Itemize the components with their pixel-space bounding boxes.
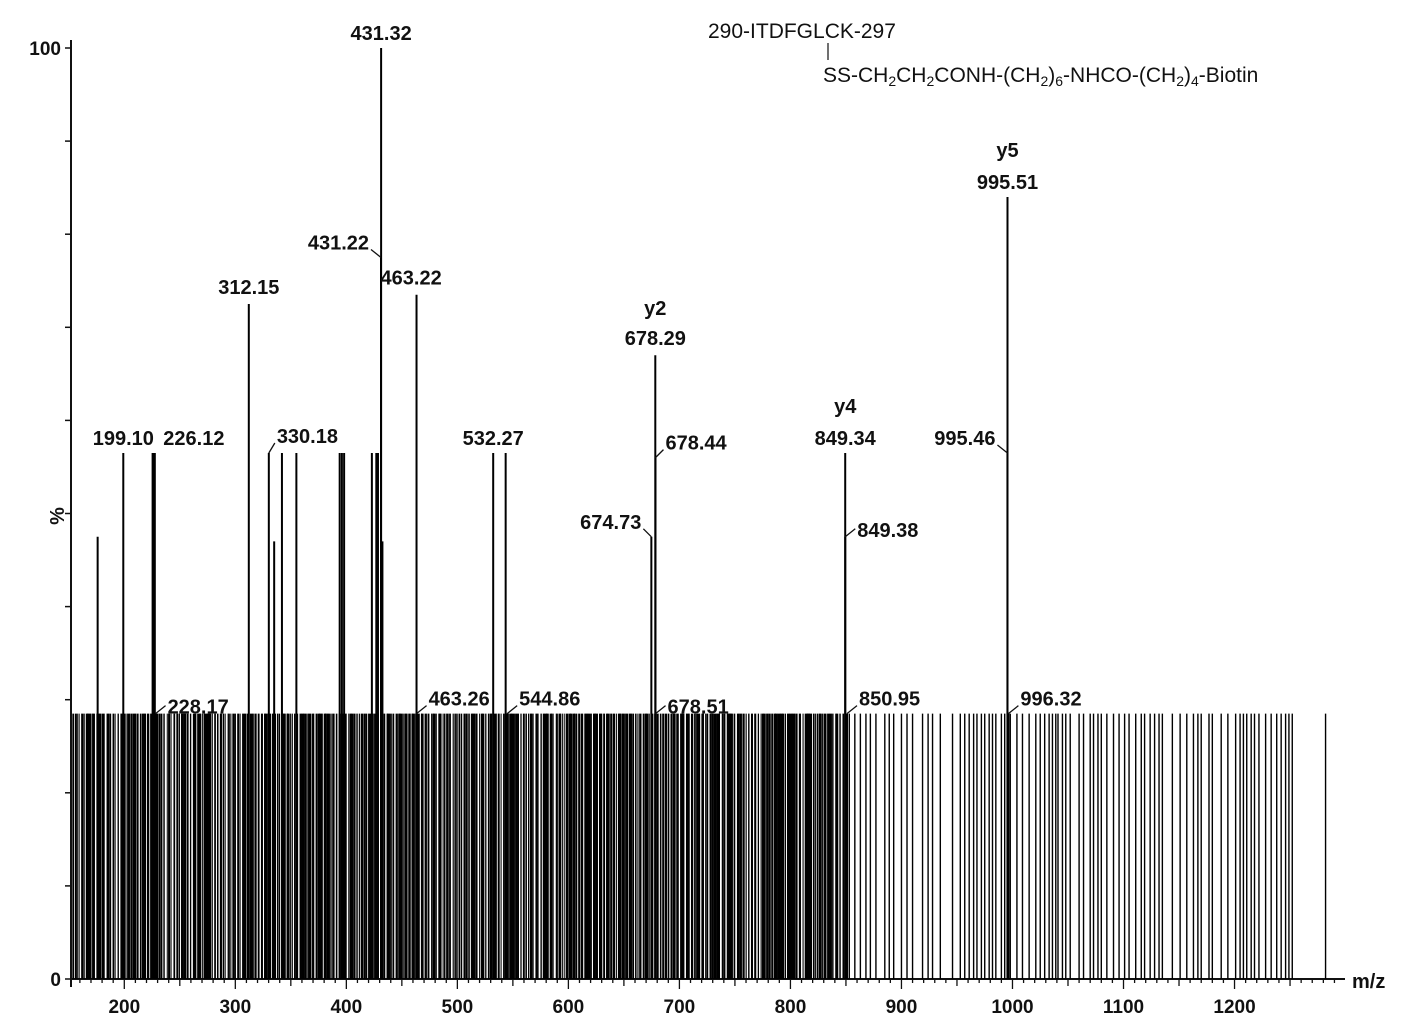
subscript: 2 <box>1176 73 1184 89</box>
baseline-peaks <box>72 713 1327 979</box>
modification-annotation: SS-CH2CH2CONH-(CH2)6-NHCO-(CH2)4-Biotin <box>823 64 1258 89</box>
ion-label: y2 <box>644 298 666 320</box>
peak-label: 463.22 <box>381 268 442 290</box>
peak-label: 532.27 <box>463 428 524 450</box>
ion-label: y4 <box>834 396 857 418</box>
subscript: 4 <box>1191 73 1199 89</box>
y-tick-label: 100 <box>29 39 61 60</box>
peak-label: 678.44 <box>665 433 727 455</box>
y-axis-label: % <box>47 507 69 525</box>
peak-label: 228.17 <box>168 697 229 719</box>
label-leader <box>1007 705 1019 715</box>
y-tick-label: 0 <box>50 970 61 991</box>
subscript: 2 <box>888 73 896 89</box>
label-leader <box>268 442 276 454</box>
label-leader <box>506 705 518 715</box>
x-tick-label: 800 <box>775 997 807 1018</box>
x-axis-label: m/z <box>1352 971 1385 993</box>
x-tick-label: 1100 <box>1103 997 1144 1018</box>
axes: 0 100 200 300 400 500 600 700 800 900 1000 1100 1200 <box>29 39 1345 1018</box>
peptide-annotation: 290-ITDFGLCK-297 <box>708 20 896 43</box>
peak-label: 199.10 <box>93 428 154 450</box>
x-tick-label: 1200 <box>1213 997 1255 1018</box>
peak-labels: 431.32 995.51 y5 431.22 312.15 463.22 678.29 y2… <box>93 23 1082 719</box>
peak-label: 850.95 <box>859 689 920 711</box>
peak-label: 431.32 <box>351 23 412 45</box>
label-leader <box>155 705 166 715</box>
x-tick-label: 400 <box>330 997 362 1018</box>
formula-segment: -Biotin <box>1199 64 1259 87</box>
peak-label: 674.73 <box>580 512 641 534</box>
x-tick-label: 1000 <box>991 997 1033 1018</box>
x-tick-label: 500 <box>442 997 474 1018</box>
peak-label: 996.32 <box>1020 689 1081 711</box>
peak-label: 849.34 <box>815 428 877 450</box>
peak-label: 678.29 <box>625 328 686 350</box>
formula-segment: SS-CH <box>823 64 888 87</box>
label-leader <box>655 449 664 459</box>
peak-label: 544.86 <box>519 689 580 711</box>
label-leader <box>844 528 856 538</box>
formula-segment: CONH-(CH <box>934 64 1040 87</box>
x-tick-label: 700 <box>664 997 696 1018</box>
x-tick-label: 600 <box>553 997 585 1018</box>
peak-label: 995.51 <box>977 172 1038 194</box>
ion-label: y5 <box>996 140 1018 162</box>
subscript: 2 <box>926 73 934 89</box>
label-leader <box>416 705 427 715</box>
peak-label: 431.22 <box>308 232 369 254</box>
x-tick-label: 200 <box>108 997 140 1018</box>
peak-label: 226.12 <box>163 428 224 450</box>
label-leader <box>655 705 666 715</box>
formula-segment: ) <box>1048 64 1055 87</box>
x-tick-label: 300 <box>219 997 251 1018</box>
formula-segment: ) <box>1184 64 1191 87</box>
peak-label: 330.18 <box>277 426 338 448</box>
label-leader <box>846 705 858 715</box>
peak-label: 312.15 <box>218 277 279 299</box>
peaks <box>96 48 1010 979</box>
subscript: 2 <box>1040 73 1048 89</box>
subscript: 6 <box>1055 73 1063 89</box>
peak-label: 463.26 <box>429 689 490 711</box>
formula-segment: CH <box>896 64 926 87</box>
label-leader <box>642 528 652 538</box>
label-leader <box>370 248 382 258</box>
peak-label: 849.38 <box>857 520 918 542</box>
formula-segment: -NHCO-(CH <box>1063 64 1176 87</box>
label-leader <box>997 444 1008 454</box>
peak-label: 995.46 <box>934 428 995 450</box>
x-tick-label: 900 <box>886 997 918 1018</box>
peak-label: 678.51 <box>668 697 729 719</box>
